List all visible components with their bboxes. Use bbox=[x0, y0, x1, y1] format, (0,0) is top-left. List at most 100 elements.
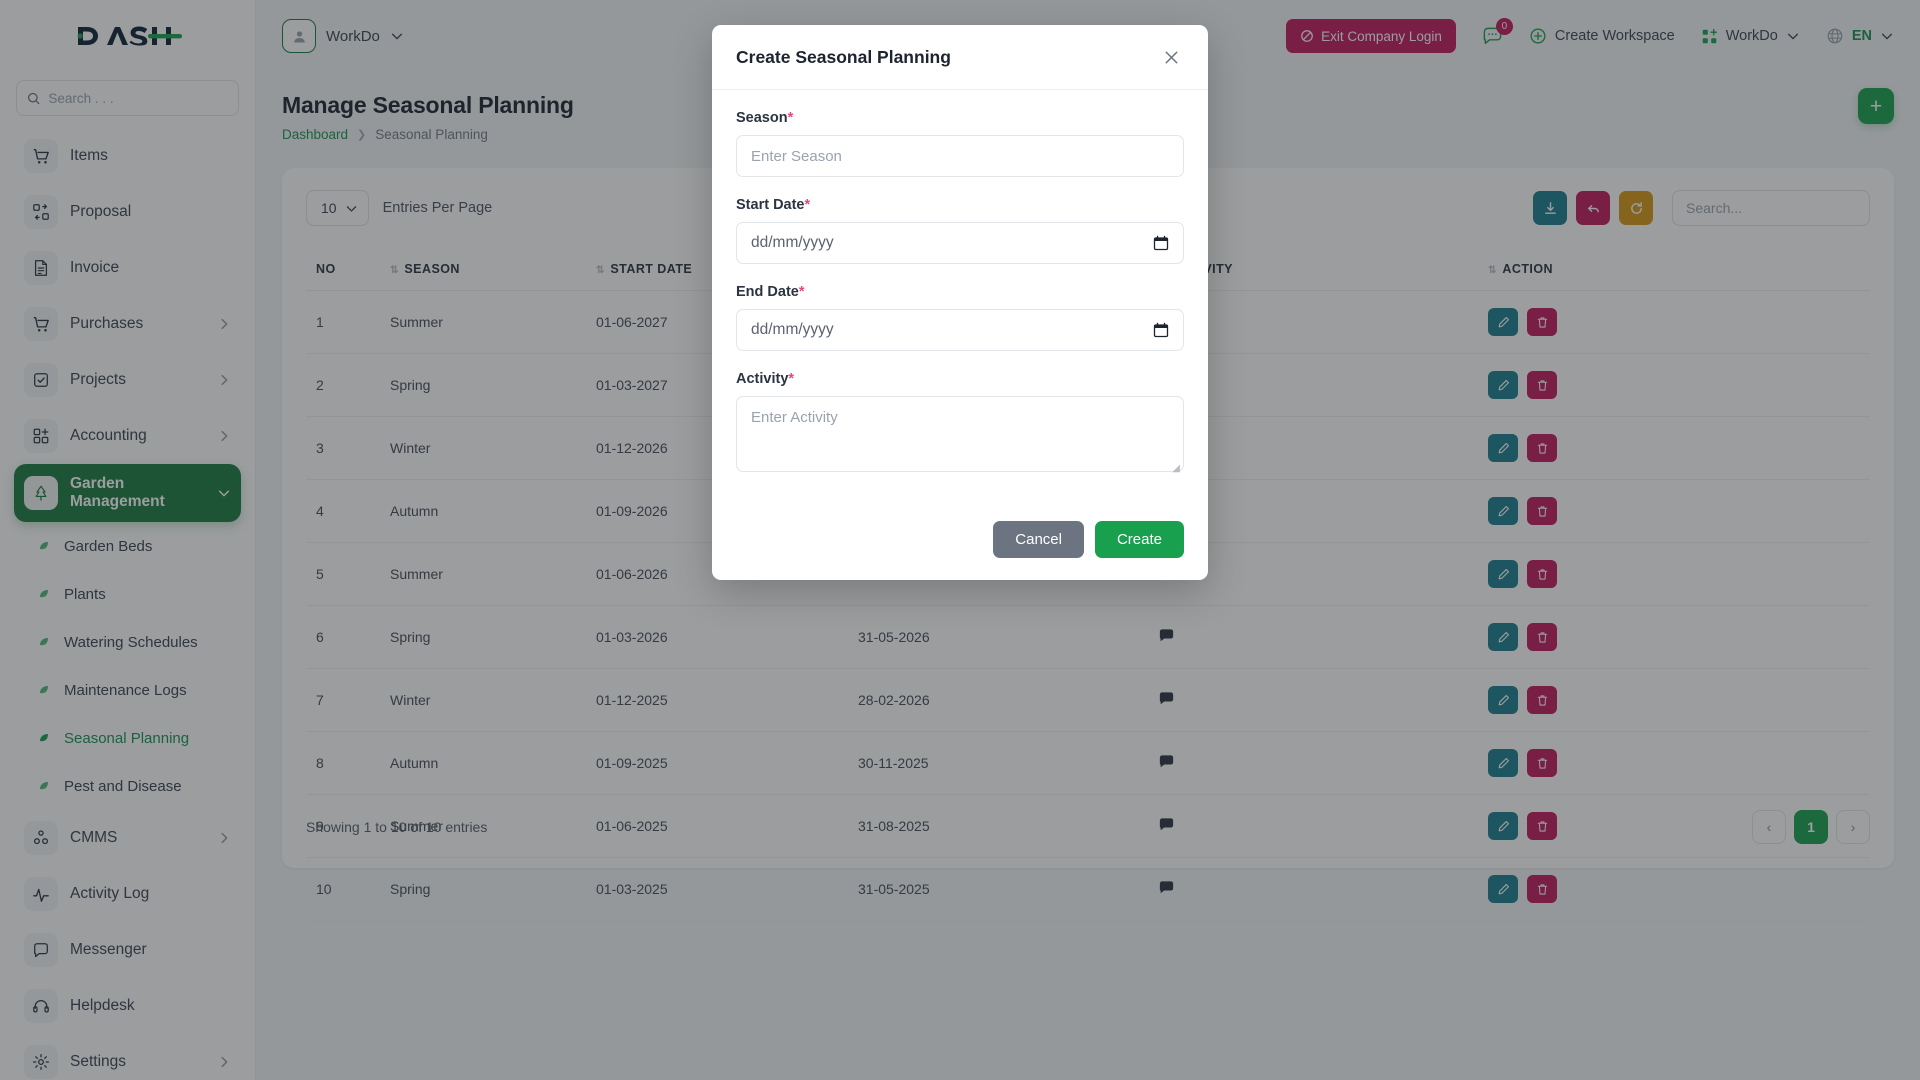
breadcrumb-dashboard[interactable]: Dashboard bbox=[282, 127, 349, 142]
sidebar-item-invoice[interactable]: Invoice bbox=[14, 240, 241, 296]
exit-company-login-button[interactable]: Exit Company Login bbox=[1286, 19, 1456, 53]
sidebar-item-garden-management[interactable]: Garden Management bbox=[14, 464, 241, 522]
cart-icon bbox=[24, 307, 58, 341]
search-input[interactable] bbox=[48, 90, 228, 106]
delete-button[interactable] bbox=[1527, 875, 1557, 903]
entries-per-page-select[interactable]: 10 bbox=[306, 190, 369, 226]
resize-grip-icon[interactable]: ◢ bbox=[1172, 463, 1180, 474]
edit-button[interactable] bbox=[1488, 434, 1518, 462]
chat-icon[interactable] bbox=[1158, 692, 1175, 710]
season-input[interactable] bbox=[736, 135, 1184, 177]
create-button[interactable]: Create bbox=[1094, 521, 1184, 558]
headset-icon bbox=[24, 989, 58, 1023]
chevron-right-icon bbox=[221, 374, 228, 386]
create-workspace-button[interactable]: Create Workspace bbox=[1529, 27, 1675, 45]
delete-button[interactable] bbox=[1527, 812, 1557, 840]
undo-button[interactable] bbox=[1576, 191, 1610, 225]
sort-icon: ⇅ bbox=[596, 265, 604, 276]
column-header-action[interactable]: ⇅ ACTION bbox=[1478, 248, 1870, 291]
delete-button[interactable] bbox=[1527, 623, 1557, 651]
sidebar-item-items[interactable]: Items bbox=[14, 128, 241, 184]
edit-button[interactable] bbox=[1488, 749, 1518, 777]
calendar-icon[interactable] bbox=[1153, 322, 1169, 338]
pagination-next-button[interactable]: › bbox=[1836, 810, 1870, 844]
cell-season: Autumn bbox=[380, 479, 586, 543]
entries-per-page-value: 10 bbox=[321, 200, 337, 216]
sidebar-item-purchases[interactable]: Purchases bbox=[14, 296, 241, 352]
chat-icon[interactable] bbox=[1158, 629, 1175, 647]
end-date-input[interactable]: dd/mm/yyyy bbox=[736, 309, 1184, 351]
delete-button[interactable] bbox=[1527, 371, 1557, 399]
delete-button[interactable] bbox=[1527, 497, 1557, 525]
calendar-icon[interactable] bbox=[1153, 235, 1169, 251]
sidebar-subitem-plants[interactable]: Plants bbox=[14, 570, 241, 618]
language-switcher[interactable]: EN bbox=[1826, 27, 1894, 45]
breadcrumb-current: Seasonal Planning bbox=[375, 127, 488, 142]
add-seasonal-planning-button[interactable]: + bbox=[1858, 88, 1894, 124]
sidebar-subitem-seasonal-planning[interactable]: Seasonal Planning bbox=[14, 714, 241, 762]
close-button[interactable] bbox=[1158, 44, 1184, 70]
refresh-button[interactable] bbox=[1619, 191, 1653, 225]
cell-end-date: 30-11-2025 bbox=[848, 731, 1148, 795]
workspace-switcher[interactable]: WorkDo bbox=[1701, 28, 1800, 45]
delete-button[interactable] bbox=[1527, 560, 1557, 588]
delete-button[interactable] bbox=[1527, 434, 1557, 462]
delete-button[interactable] bbox=[1527, 308, 1557, 336]
edit-button[interactable] bbox=[1488, 560, 1518, 588]
cell-activity bbox=[1148, 731, 1478, 795]
edit-button[interactable] bbox=[1488, 812, 1518, 840]
edit-button[interactable] bbox=[1488, 623, 1518, 651]
cell-season: Winter bbox=[380, 416, 586, 480]
edit-button[interactable] bbox=[1488, 875, 1518, 903]
sidebar-subitem-watering-schedules[interactable]: Watering Schedules bbox=[14, 618, 241, 666]
brand-logo[interactable] bbox=[0, 0, 255, 72]
start-date-input[interactable]: dd/mm/yyyy bbox=[736, 222, 1184, 264]
cell-season: Spring bbox=[380, 605, 586, 669]
start-date-placeholder: dd/mm/yyyy bbox=[751, 234, 834, 251]
gear-icon bbox=[24, 1045, 58, 1079]
company-switcher[interactable]: WorkDo bbox=[282, 19, 404, 53]
chevron-down-icon bbox=[391, 33, 402, 40]
pagination-prev-button[interactable]: ‹ bbox=[1752, 810, 1786, 844]
sidebar-item-activity-log[interactable]: Activity Log bbox=[14, 866, 241, 922]
leaf-dot-icon bbox=[40, 734, 48, 742]
sidebar-subitem-pest-and-disease[interactable]: Pest and Disease bbox=[14, 762, 241, 810]
chat-icon[interactable] bbox=[1158, 818, 1175, 836]
edit-button[interactable] bbox=[1488, 371, 1518, 399]
sidebar-item-projects[interactable]: Projects bbox=[14, 352, 241, 408]
breadcrumb: Dashboard ❯ Seasonal Planning bbox=[282, 127, 1894, 142]
cell-end-date: 31-08-2025 bbox=[848, 794, 1148, 858]
table-search-input[interactable] bbox=[1672, 190, 1870, 226]
edit-button[interactable] bbox=[1488, 686, 1518, 714]
sidebar-item-proposal[interactable]: Proposal bbox=[14, 184, 241, 240]
search-icon bbox=[28, 92, 40, 104]
sidebar-item-messenger[interactable]: Messenger bbox=[14, 922, 241, 978]
leaf-dot-icon bbox=[40, 686, 48, 694]
activity-textarea[interactable] bbox=[736, 396, 1184, 472]
sidebar-item-accounting[interactable]: Accounting bbox=[14, 408, 241, 464]
cell-no: 7 bbox=[306, 668, 380, 732]
sidebar-item-helpdesk[interactable]: Helpdesk bbox=[14, 978, 241, 1034]
pagination-page-1-button[interactable]: 1 bbox=[1794, 810, 1828, 844]
messages-button[interactable]: 0 bbox=[1482, 17, 1513, 47]
cell-no: 3 bbox=[306, 416, 380, 480]
chat-icon[interactable] bbox=[1158, 881, 1175, 899]
download-button[interactable] bbox=[1533, 191, 1567, 225]
chat-icon[interactable] bbox=[1158, 755, 1175, 773]
sort-icon: ⇅ bbox=[1488, 265, 1496, 276]
breadcrumb-separator-icon: ❯ bbox=[357, 129, 367, 141]
sidebar-subitem-maintenance-logs[interactable]: Maintenance Logs bbox=[14, 666, 241, 714]
cell-season: Summer bbox=[380, 290, 586, 354]
cell-no: 5 bbox=[306, 542, 380, 606]
column-header-season[interactable]: ⇅ SEASON bbox=[380, 248, 586, 291]
delete-button[interactable] bbox=[1527, 749, 1557, 777]
edit-button[interactable] bbox=[1488, 497, 1518, 525]
sidebar-item-cmms[interactable]: CMMS bbox=[14, 810, 241, 866]
column-header-no[interactable]: NO bbox=[306, 248, 380, 291]
sidebar-subitem-garden-beds[interactable]: Garden Beds bbox=[14, 522, 241, 570]
edit-button[interactable] bbox=[1488, 308, 1518, 336]
cancel-button[interactable]: Cancel bbox=[993, 521, 1084, 558]
sidebar-search[interactable] bbox=[16, 80, 239, 116]
sidebar-item-settings[interactable]: Settings bbox=[14, 1034, 241, 1080]
delete-button[interactable] bbox=[1527, 686, 1557, 714]
